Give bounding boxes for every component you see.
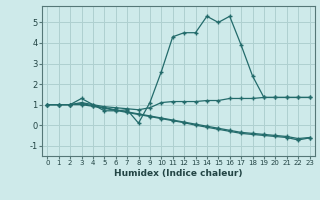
X-axis label: Humidex (Indice chaleur): Humidex (Indice chaleur) xyxy=(114,169,243,178)
